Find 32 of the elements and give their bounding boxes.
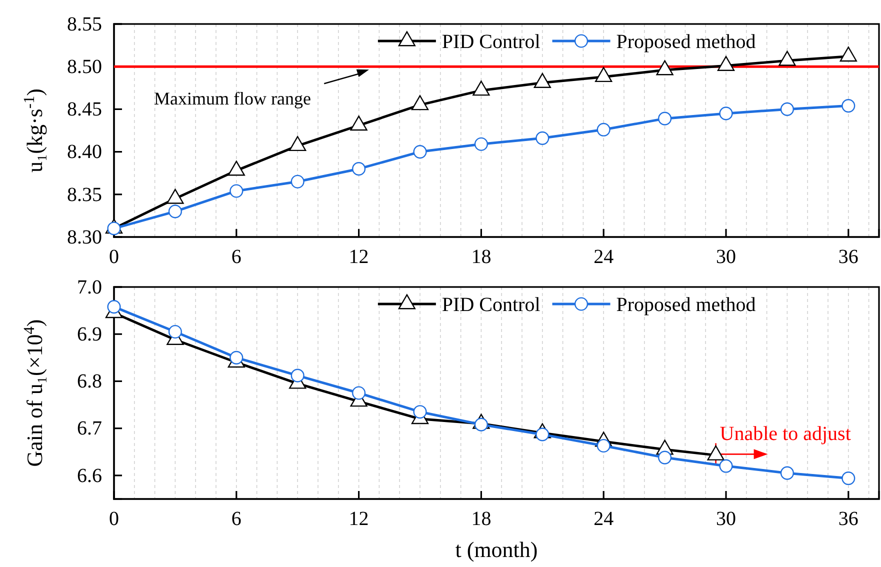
x-tick-label: 24 (594, 246, 614, 268)
y-tick-label: 8.55 (67, 13, 102, 36)
x-tick-label: 30 (716, 508, 736, 530)
x-tick-label: 12 (348, 508, 369, 530)
x-tick-label: 18 (471, 246, 492, 268)
legend-label: PID Control (442, 294, 541, 316)
y-tick-label: 8.35 (67, 184, 102, 206)
x-tick-label: 24 (594, 508, 614, 530)
legend-label: Proposed method (616, 31, 756, 53)
y-tick-label: 8.50 (67, 56, 102, 78)
y-tick-label: 6.9 (77, 324, 102, 346)
y-tick-label: 6.6 (77, 464, 102, 487)
ref-line-label: Maximum flow range (154, 88, 311, 109)
x-tick-label: 36 (838, 246, 858, 268)
legend-label: PID Control (442, 31, 541, 53)
y-tick-label: 8.45 (67, 98, 102, 121)
x-tick-label: 36 (838, 508, 858, 530)
y-tick-label: 7.0 (77, 276, 102, 298)
x-tick-label: 18 (471, 508, 492, 530)
x-tick-label: 0 (109, 246, 119, 268)
x-axis-title: t (month) (455, 537, 538, 562)
annotation: Unable to adjust (720, 423, 852, 446)
x-tick-label: 6 (231, 246, 242, 268)
legend-label: Proposed method (616, 294, 756, 316)
y-tick-label: 6.8 (77, 370, 102, 393)
x-tick-label: 6 (231, 508, 242, 530)
x-tick-label: 0 (109, 508, 119, 530)
y-tick-label: 8.40 (67, 141, 102, 164)
x-tick-label: 12 (348, 246, 369, 268)
x-tick-label: 30 (716, 246, 736, 268)
y-tick-label: 8.30 (67, 226, 102, 248)
y-tick-label: 6.7 (77, 418, 102, 440)
